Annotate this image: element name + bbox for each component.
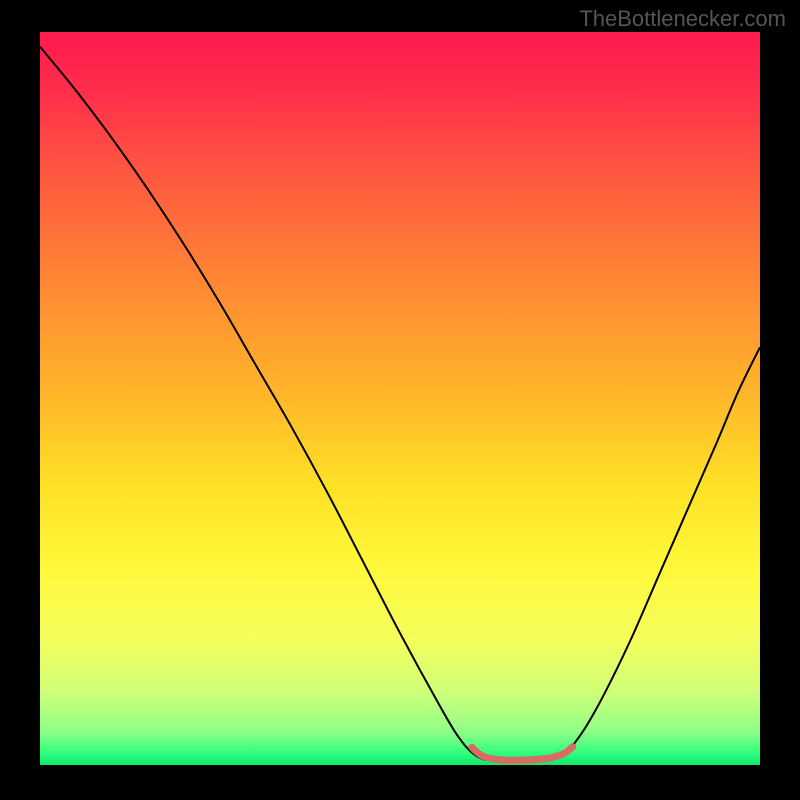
chart-container: TheBottlenecker.com (0, 0, 800, 800)
plot-background (40, 32, 760, 765)
watermark-label: TheBottlenecker.com (579, 6, 786, 32)
bottleneck-chart (0, 0, 800, 800)
